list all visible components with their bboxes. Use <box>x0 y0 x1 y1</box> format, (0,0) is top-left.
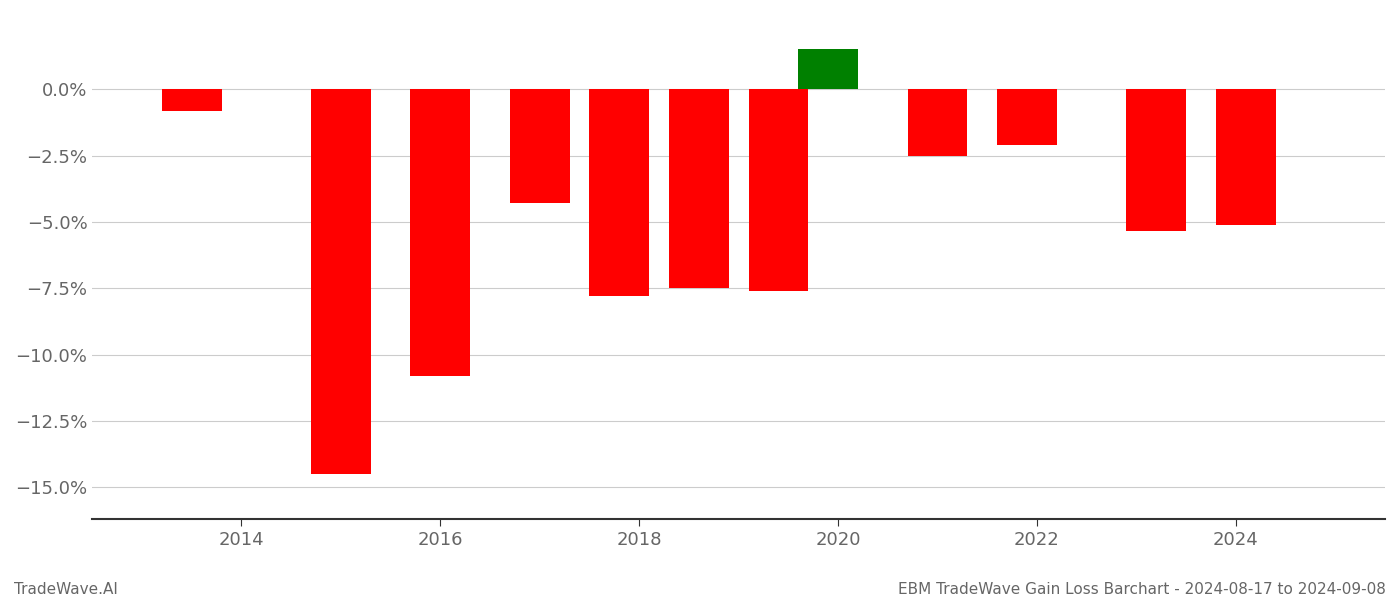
Bar <box>798 49 858 89</box>
Bar <box>589 89 650 296</box>
Text: TradeWave.AI: TradeWave.AI <box>14 582 118 597</box>
Bar <box>749 89 808 291</box>
Bar <box>907 89 967 155</box>
Bar <box>510 89 570 203</box>
Bar <box>162 89 221 110</box>
Bar <box>669 89 728 289</box>
Bar <box>410 89 470 376</box>
Bar <box>1217 89 1275 224</box>
Text: EBM TradeWave Gain Loss Barchart - 2024-08-17 to 2024-09-08: EBM TradeWave Gain Loss Barchart - 2024-… <box>899 582 1386 597</box>
Bar <box>311 89 371 474</box>
Bar <box>997 89 1057 145</box>
Bar <box>1127 89 1186 231</box>
